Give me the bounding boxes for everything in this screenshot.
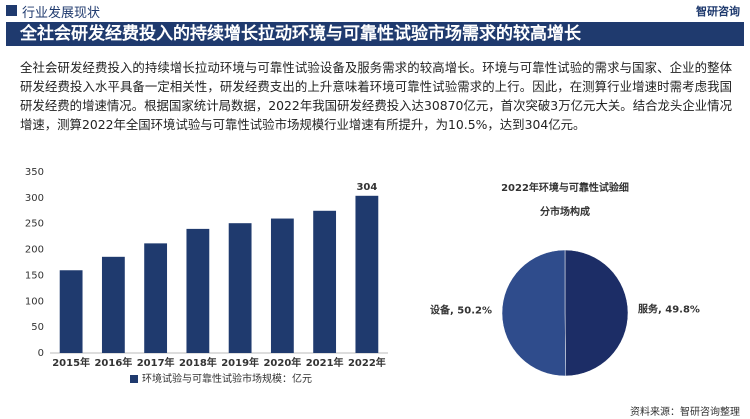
- x-tick-label: 2021年: [306, 356, 344, 369]
- x-tick-label: 2018年: [179, 356, 217, 369]
- x-tick-label: 2016年: [94, 356, 132, 369]
- data-label: 304: [356, 182, 377, 193]
- bar: [355, 195, 379, 353]
- banner-title: 全社会研发经费投入的持续增长拉动环境与可靠性试验市场需求的较高增长: [6, 22, 744, 46]
- bar: [186, 228, 210, 353]
- bar: [313, 210, 337, 353]
- y-tick-label: 350: [25, 167, 44, 178]
- legend-swatch: [130, 375, 138, 383]
- x-tick-label: 2022年: [348, 356, 386, 369]
- logo: 智研咨询: [696, 5, 740, 18]
- source: 资料来源：智研咨询整理: [630, 407, 740, 418]
- x-tick-label: 2015年: [52, 356, 90, 369]
- x-tick-label: 2019年: [221, 356, 259, 369]
- bar: [144, 243, 168, 353]
- bar: [59, 270, 83, 353]
- bar: [228, 223, 252, 353]
- bar: [270, 218, 294, 353]
- x-tick-label: 2017年: [137, 356, 175, 369]
- x-tick-label: 2020年: [263, 356, 301, 369]
- y-tick-label: 150: [25, 270, 44, 281]
- y-tick-label: 300: [25, 193, 44, 204]
- section-title: 行业发展现状: [22, 6, 101, 21]
- pie-slice: [564, 249, 629, 377]
- bar: [101, 256, 125, 353]
- y-tick-label: 250: [25, 219, 44, 230]
- body-text: 全社会研发经费投入的持续增长拉动环境与可靠性试验设备及服务需求的较高增长。环境与…: [20, 60, 732, 132]
- pie-label: 服务, 49.8%: [638, 303, 700, 316]
- section-icon: [6, 5, 17, 16]
- pie-slice: [501, 249, 567, 377]
- y-tick-label: 100: [25, 296, 44, 307]
- y-tick-label: 200: [25, 245, 44, 256]
- y-tick-label: 50: [31, 322, 44, 333]
- y-tick-label: 0: [38, 348, 44, 359]
- chart-title: 2022年环境与可靠性试验细分市场构成: [501, 181, 629, 218]
- legend-label: 环境试验与可靠性试验市场规模：亿元: [142, 372, 312, 385]
- pie-label: 设备, 50.2%: [430, 303, 492, 316]
